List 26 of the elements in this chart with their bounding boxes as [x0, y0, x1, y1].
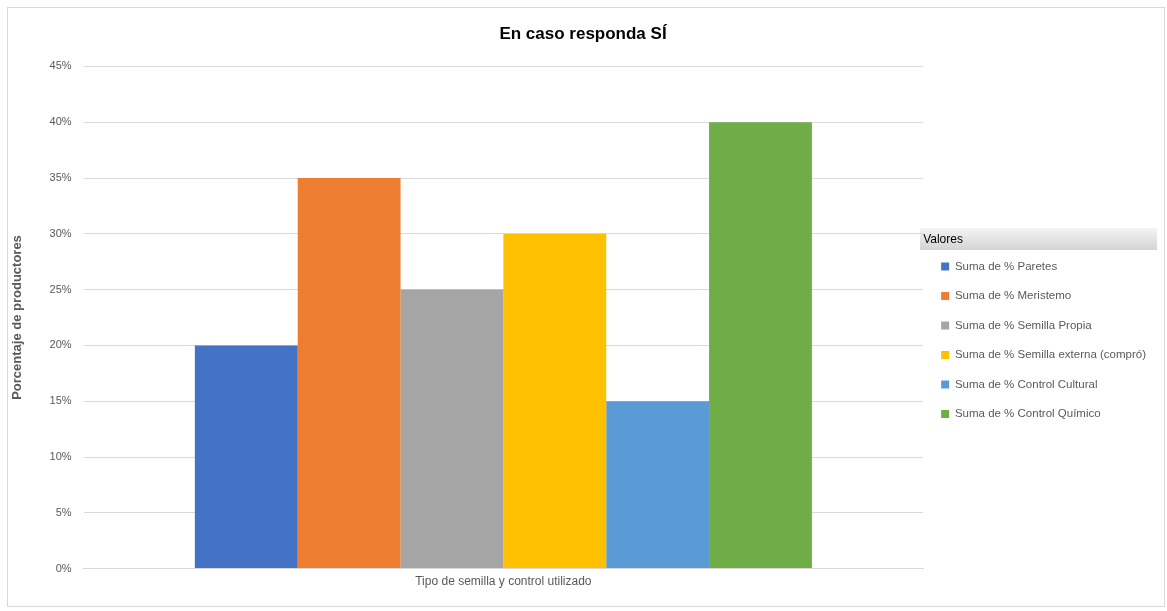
y-tick-label: 45%	[49, 59, 72, 72]
legend-label: Suma de % Paretes	[954, 259, 1058, 272]
y-tick-label: 15%	[49, 394, 72, 407]
y-tick-label: 0%	[55, 561, 72, 574]
legend-label: Suma de % Semilla Propia	[954, 318, 1093, 331]
y-tick-label: 40%	[49, 115, 72, 128]
bar	[297, 178, 401, 569]
y-tick-label: 20%	[49, 338, 72, 351]
y-tick-label: 30%	[49, 226, 72, 239]
legend-label: Suma de % Meristemo	[954, 289, 1072, 302]
chart-title: En caso responda SÍ	[499, 23, 668, 43]
bar	[400, 289, 504, 569]
y-axis-title: Porcentaje de productores	[9, 235, 25, 400]
legend-title: Valores	[923, 231, 963, 246]
y-tick-label: 25%	[49, 282, 72, 295]
y-tick-label: 35%	[49, 171, 72, 184]
legend-label: Suma de % Control Cultural	[954, 377, 1098, 390]
x-tick-label: Tipo de semilla y control utilizado	[415, 574, 592, 589]
y-tick-label: 5%	[55, 505, 72, 518]
legend-label: Suma de % Semilla externa (compró)	[954, 348, 1147, 361]
bar	[606, 401, 710, 569]
y-tick-label: 10%	[49, 450, 72, 463]
bar	[709, 122, 812, 569]
bar	[194, 345, 298, 569]
legend-label: Suma de % Control Químico	[954, 407, 1101, 420]
bar	[503, 233, 607, 569]
